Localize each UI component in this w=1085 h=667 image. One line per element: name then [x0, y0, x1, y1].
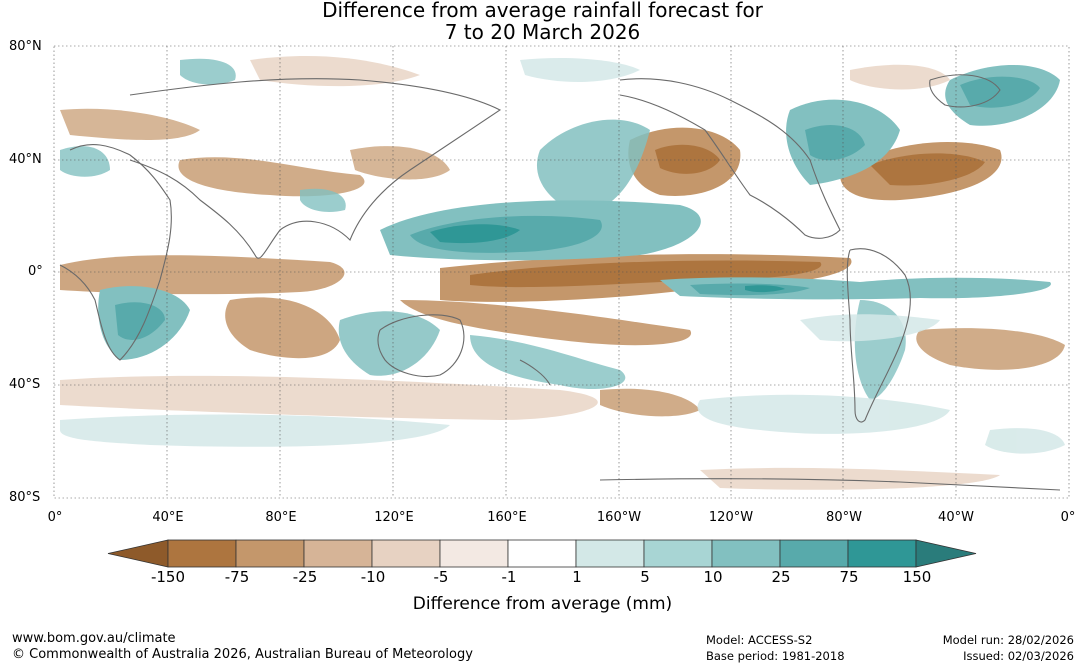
website-text: www.bom.gov.au/climate	[12, 631, 176, 646]
colorbar-segment	[711, 539, 781, 568]
colorbar-tick-label: -75	[224, 568, 250, 586]
lon-label-160e: 160°E	[487, 510, 527, 525]
colorbar-segment	[847, 539, 917, 568]
base-period-text: Base period: 1981-2018	[706, 649, 845, 663]
colorbar-tick-label: 5	[640, 568, 650, 586]
colorbar-segment	[303, 539, 373, 568]
slight-wet-anomalies	[60, 58, 1065, 454]
chart-title-line-1: Difference from average rainfall forecas…	[322, 0, 763, 22]
colorbar-extend-low	[107, 539, 169, 568]
lon-label-160w: 160°W	[596, 510, 642, 525]
lat-label-0: 0°	[28, 264, 43, 279]
colorbar-title: Difference from average (mm)	[412, 594, 673, 614]
lon-label-120w: 120°W	[708, 510, 754, 525]
lat-label-40s: 40°S	[9, 377, 41, 392]
lon-label-40e: 40°E	[152, 510, 184, 525]
colorbar-segment	[643, 539, 713, 568]
colorbar-tick-label: 25	[771, 568, 791, 586]
gridlines	[53, 45, 1070, 499]
lon-label-0-west: 0°	[47, 510, 63, 525]
rainfall-map	[53, 45, 1070, 499]
colorbar	[107, 539, 977, 568]
colorbar-tick-label: 1	[572, 568, 582, 586]
colorbar-segment	[575, 539, 645, 568]
very-strong-wet-anomalies	[430, 224, 785, 293]
issued-text: Issued: 02/03/2026	[963, 649, 1074, 663]
colorbar-segment	[439, 539, 509, 568]
lat-label-80s: 80°S	[9, 490, 41, 505]
colorbar-segment	[167, 539, 237, 568]
lon-label-0-east: 0°	[1060, 510, 1076, 525]
lat-label-40n: 40°N	[9, 152, 42, 167]
copyright-text: © Commonwealth of Australia 2026, Austra…	[12, 647, 473, 662]
colorbar-tick-label: 150	[902, 568, 932, 586]
colorbar-tick-label: -25	[292, 568, 318, 586]
model-run-text: Model run: 28/02/2026	[942, 633, 1074, 647]
model-text: Model: ACCESS-S2	[706, 633, 813, 647]
colorbar-extend-high	[915, 539, 977, 568]
colorbar-tick-label: 10	[703, 568, 723, 586]
chart-title-line-2: 7 to 20 March 2026	[444, 20, 641, 44]
colorbar-tick-label: 75	[839, 568, 859, 586]
colorbar-segment	[235, 539, 305, 568]
colorbar-tick-label: -5	[433, 568, 449, 586]
lon-label-80w: 80°W	[826, 510, 862, 525]
colorbar-segment	[507, 539, 577, 568]
colorbar-segment	[371, 539, 441, 568]
colorbar-tick-label: -150	[150, 568, 186, 586]
colorbar-segment	[779, 539, 849, 568]
lat-label-80n: 80°N	[9, 39, 42, 54]
strong-dry-anomalies	[470, 144, 985, 288]
lon-label-40w: 40°W	[938, 510, 974, 525]
colorbar-tick-label: -1	[501, 568, 517, 586]
lon-label-80e: 80°E	[265, 510, 297, 525]
lon-label-120e: 120°E	[374, 510, 414, 525]
coastlines	[59, 74, 1061, 491]
colorbar-tick-label: -10	[360, 568, 386, 586]
